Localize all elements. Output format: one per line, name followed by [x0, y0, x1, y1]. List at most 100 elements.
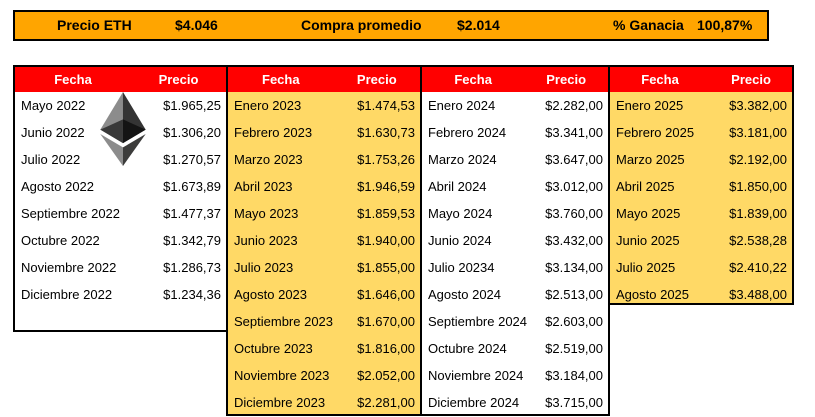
precio-cell[interactable]: $1.855,00	[357, 260, 415, 275]
fecha-cell[interactable]: Noviembre 2024	[428, 368, 524, 383]
precio-eth-label[interactable]: Precio ETH	[57, 17, 132, 33]
precio-cell[interactable]: $2.192,00	[729, 152, 787, 167]
fecha-cell[interactable]: Junio 2023	[234, 233, 298, 248]
precio-cell[interactable]: $3.181,00	[729, 125, 787, 140]
fecha-cell[interactable]: Marzo 2023	[234, 152, 303, 167]
ganancia-label[interactable]: % Ganacia	[613, 17, 684, 33]
fecha-cell[interactable]: Junio 2024	[428, 233, 492, 248]
fecha-cell[interactable]: Febrero 2024	[428, 125, 507, 140]
fecha-cell[interactable]: Junio 2025	[616, 233, 680, 248]
precio-header[interactable]: Precio	[356, 72, 397, 87]
fecha-cell[interactable]: Octubre 2023	[234, 341, 313, 356]
ganancia-value[interactable]: 100,87%	[697, 17, 753, 33]
precio-cell[interactable]: $2.538,28	[729, 233, 787, 248]
compra-promedio-label[interactable]: Compra promedio	[301, 17, 422, 33]
fecha-header[interactable]: Fecha	[54, 72, 92, 87]
fecha-cell[interactable]: Agosto 2024	[428, 287, 502, 302]
precio-cell[interactable]: $1.816,00	[357, 341, 415, 356]
precio-header[interactable]: Precio	[546, 72, 587, 87]
precio-cell[interactable]: $1.477,37	[163, 206, 221, 221]
precio-cell[interactable]: $1.859,53	[357, 206, 415, 221]
fecha-cell[interactable]: Abril 2024	[428, 179, 487, 194]
precio-cell[interactable]: $2.603,00	[545, 314, 603, 329]
precio-cell[interactable]: $1.234,36	[163, 287, 221, 302]
fecha-cell[interactable]: Febrero 2023	[234, 125, 313, 140]
fecha-cell[interactable]: Diciembre 2022	[21, 287, 113, 302]
fecha-cell[interactable]: Noviembre 2023	[234, 368, 330, 383]
fecha-header[interactable]: Fecha	[454, 72, 492, 87]
fecha-cell[interactable]: Marzo 2024	[428, 152, 497, 167]
table-row: Abril 2025 $1.850,00	[610, 173, 792, 200]
precio-cell[interactable]: $1.850,00	[729, 179, 787, 194]
fecha-cell[interactable]: Septiembre 2024	[428, 314, 528, 329]
fecha-header[interactable]: Fecha	[641, 72, 679, 87]
fecha-cell[interactable]: Julio 2025	[616, 260, 676, 275]
table-row: Julio 2025 $2.410,22	[610, 254, 792, 281]
fecha-cell[interactable]: Octubre 2024	[428, 341, 507, 356]
precio-cell[interactable]: $2.519,00	[545, 341, 603, 356]
fecha-cell[interactable]: Enero 2024	[428, 98, 496, 113]
table-row: Julio 2022 $1.270,57	[15, 146, 226, 173]
fecha-cell[interactable]: Agosto 2022	[21, 179, 95, 194]
fecha-cell[interactable]: Mayo 2023	[234, 206, 299, 221]
fecha-cell[interactable]: Septiembre 2023	[234, 314, 334, 329]
fecha-cell[interactable]: Diciembre 2024	[428, 395, 520, 410]
fecha-cell[interactable]: Mayo 2025	[616, 206, 681, 221]
fecha-header[interactable]: Fecha	[262, 72, 300, 87]
fecha-cell[interactable]: Junio 2022	[21, 125, 85, 140]
fecha-cell[interactable]: Febrero 2025	[616, 125, 695, 140]
precio-cell[interactable]: $2.513,00	[545, 287, 603, 302]
fecha-cell[interactable]: Noviembre 2022	[21, 260, 117, 275]
fecha-cell[interactable]: Enero 2025	[616, 98, 684, 113]
precio-cell[interactable]: $3.647,00	[545, 152, 603, 167]
fecha-cell[interactable]: Julio 20234	[428, 260, 495, 275]
precio-cell[interactable]: $1.630,73	[357, 125, 415, 140]
precio-cell[interactable]: $3.012,00	[545, 179, 603, 194]
precio-cell[interactable]: $1.670,00	[357, 314, 415, 329]
precio-cell[interactable]: $3.715,00	[545, 395, 603, 410]
fecha-cell[interactable]: Septiembre 2022	[21, 206, 121, 221]
fecha-cell[interactable]: Julio 2022	[21, 152, 81, 167]
fecha-cell[interactable]: Abril 2025	[616, 179, 675, 194]
precio-cell[interactable]: $2.410,22	[729, 260, 787, 275]
precio-cell[interactable]: $1.673,89	[163, 179, 221, 194]
precio-header[interactable]: Precio	[731, 72, 771, 87]
precio-cell[interactable]: $1.342,79	[163, 233, 221, 248]
precio-cell[interactable]: $2.281,00	[357, 395, 415, 410]
precio-cell[interactable]: $1.839,00	[729, 206, 787, 221]
precio-cell[interactable]: $3.760,00	[545, 206, 603, 221]
precio-eth-value[interactable]: $4.046	[175, 17, 218, 33]
precio-cell[interactable]: $1.946,59	[357, 179, 415, 194]
fecha-cell[interactable]: Diciembre 2023	[234, 395, 326, 410]
fecha-cell[interactable]: Marzo 2025	[616, 152, 685, 167]
table-row: Agosto 2022 $1.673,89	[15, 173, 226, 200]
fecha-cell[interactable]: Enero 2023	[234, 98, 302, 113]
compra-promedio-value[interactable]: $2.014	[457, 17, 500, 33]
precio-cell[interactable]: $3.488,00	[729, 287, 787, 302]
precio-cell[interactable]: $1.306,20	[163, 125, 221, 140]
precio-cell[interactable]: $1.286,73	[163, 260, 221, 275]
fecha-cell[interactable]: Mayo 2024	[428, 206, 493, 221]
precio-cell[interactable]: $2.052,00	[357, 368, 415, 383]
fecha-cell[interactable]: Mayo 2022	[21, 98, 86, 113]
precio-cell[interactable]: $3.432,00	[545, 233, 603, 248]
fecha-cell[interactable]: Agosto 2023	[234, 287, 308, 302]
precio-cell[interactable]: $1.474,53	[357, 98, 415, 113]
precio-cell[interactable]: $2.282,00	[545, 98, 603, 113]
fecha-cell[interactable]: Octubre 2022	[21, 233, 100, 248]
precio-cell[interactable]: $3.184,00	[545, 368, 603, 383]
precio-cell[interactable]: $1.270,57	[163, 152, 221, 167]
precio-cell[interactable]: $1.965,25	[163, 98, 221, 113]
precio-cell[interactable]: $3.134,00	[545, 260, 603, 275]
table-row: Febrero 2023 $1.630,73	[228, 119, 420, 146]
fecha-cell[interactable]: Agosto 2025	[616, 287, 690, 302]
fecha-cell[interactable]: Julio 2023	[234, 260, 294, 275]
precio-cell[interactable]: $3.341,00	[545, 125, 603, 140]
precio-cell[interactable]: $1.940,00	[357, 233, 415, 248]
summary-bar: Precio ETH $4.046 Compra promedio $2.014…	[13, 10, 769, 41]
fecha-cell[interactable]: Abril 2023	[234, 179, 293, 194]
precio-cell[interactable]: $1.753,26	[357, 152, 415, 167]
precio-cell[interactable]: $3.382,00	[729, 98, 787, 113]
precio-header[interactable]: Precio	[158, 72, 199, 87]
precio-cell[interactable]: $1.646,00	[357, 287, 415, 302]
